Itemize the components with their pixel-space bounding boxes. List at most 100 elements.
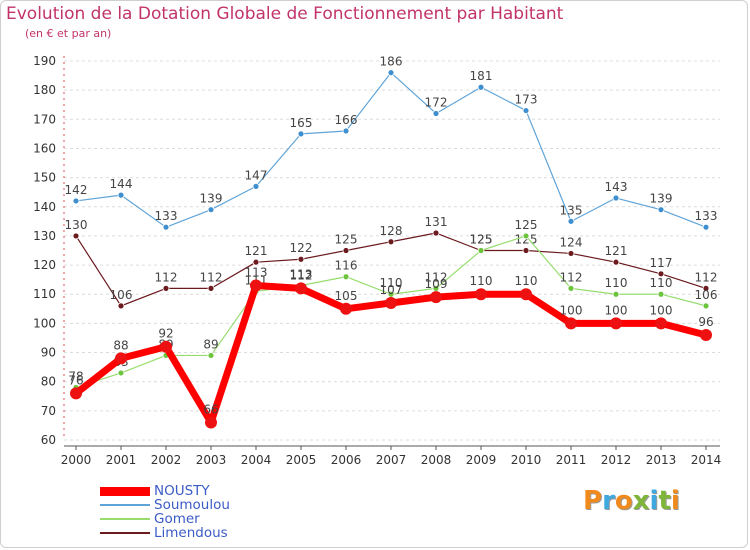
data-point-gomer [477, 247, 485, 254]
x-tick-label: 2011 [556, 453, 587, 467]
data-point-nousty [340, 302, 352, 315]
y-tick-label: 80 [41, 375, 56, 389]
x-tick-label: 2008 [421, 453, 452, 467]
data-point-soumoulou [297, 130, 305, 138]
data-point-gomer [522, 232, 530, 240]
y-tick-label: 120 [33, 258, 56, 272]
data-label-nousty: 66 [203, 403, 218, 417]
proxiti-logo: Proxiti [583, 486, 680, 516]
data-point-nousty [655, 317, 667, 330]
data-label-limendous: 117 [650, 256, 673, 270]
data-label-limendous: 128 [380, 224, 403, 238]
data-point-soumoulou [702, 223, 710, 231]
legend-swatch-soumoulou [100, 504, 150, 506]
data-point-limendous [162, 284, 170, 292]
data-label-nousty: 110 [515, 274, 538, 288]
data-point-soumoulou [432, 110, 440, 117]
data-point-soumoulou [117, 191, 125, 199]
chart-legend: NOUSTY Soumoulou Gomer Limendous [100, 484, 230, 540]
y-tick-label: 90 [41, 346, 56, 360]
data-label-soumoulou: 139 [200, 192, 223, 206]
data-point-gomer [117, 369, 125, 377]
legend-item-soumoulou: Soumoulou [100, 498, 230, 512]
legend-label-limendous: Limendous [154, 525, 228, 541]
data-point-gomer [567, 284, 575, 292]
data-label-soumoulou: 133 [695, 209, 718, 223]
y-tick-label: 60 [41, 433, 56, 447]
data-label-limendous: 112 [200, 270, 223, 284]
x-tick-label: 2007 [376, 453, 407, 467]
data-label-soumoulou: 143 [605, 180, 628, 194]
data-point-soumoulou [567, 217, 575, 225]
data-label-soumoulou: 135 [560, 203, 583, 217]
logo-letter: o [614, 486, 633, 516]
data-label-gomer: 110 [605, 276, 628, 290]
x-tick-label: 2000 [61, 453, 92, 467]
legend-swatch-nousty [100, 486, 150, 496]
data-point-limendous [657, 270, 665, 278]
legend-swatch-limendous [100, 532, 150, 534]
data-label-soumoulou: 144 [110, 177, 133, 191]
data-label-nousty: 100 [650, 303, 673, 317]
data-label-limendous: 122 [290, 241, 313, 255]
x-tick-label: 2001 [106, 453, 137, 467]
data-label-soumoulou: 172 [425, 95, 448, 109]
chart-subtitle: (en € et par an) [25, 27, 112, 40]
legend-label-nousty: NOUSTY [154, 483, 210, 499]
data-point-soumoulou [252, 182, 260, 190]
data-point-nousty [610, 317, 622, 330]
data-label-nousty: 109 [425, 277, 448, 291]
data-label-gomer: 113 [290, 267, 313, 281]
legend-item-nousty: NOUSTY [100, 484, 230, 498]
data-label-gomer: 112 [425, 270, 448, 284]
data-label-nousty: 105 [335, 289, 358, 303]
data-point-gomer [612, 290, 620, 298]
data-point-nousty [115, 352, 127, 365]
x-tick-label: 2002 [151, 453, 182, 467]
y-tick-label: 160 [33, 141, 56, 155]
data-point-soumoulou [207, 206, 215, 214]
data-point-nousty [565, 317, 577, 330]
y-tick-label: 130 [33, 229, 56, 243]
data-point-limendous [567, 250, 575, 257]
data-point-nousty [700, 329, 712, 342]
data-point-nousty [475, 288, 487, 301]
logo-letter: P [583, 486, 603, 516]
x-tick-label: 2009 [466, 453, 497, 467]
data-label-gomer: 110 [380, 276, 403, 290]
y-tick-label: 110 [33, 287, 56, 301]
y-tick-label: 100 [33, 316, 56, 330]
data-point-nousty [205, 416, 217, 429]
data-label-soumoulou: 165 [290, 116, 313, 130]
data-label-gomer: 106 [695, 288, 718, 302]
data-label-limendous: 125 [470, 233, 493, 247]
x-tick-label: 2014 [691, 453, 722, 467]
data-point-nousty [250, 279, 262, 292]
data-point-nousty [295, 282, 307, 295]
data-label-limendous: 125 [335, 233, 358, 247]
data-point-soumoulou [657, 206, 665, 214]
y-tick-label: 150 [33, 171, 56, 185]
data-label-nousty: 112 [290, 268, 313, 282]
data-label-gomer: 112 [560, 270, 583, 284]
data-point-soumoulou [612, 194, 620, 202]
y-tick-label: 140 [33, 200, 56, 214]
x-tick-label: 2005 [286, 453, 317, 467]
data-point-nousty [520, 288, 532, 301]
x-tick-label: 2012 [601, 453, 632, 467]
data-label-limendous: 121 [245, 244, 268, 258]
data-point-nousty [385, 296, 397, 309]
data-label-limendous: 112 [155, 270, 178, 284]
data-point-soumoulou [387, 69, 395, 77]
data-label-nousty: 113 [245, 265, 268, 279]
logo-letter: r [602, 486, 615, 516]
logo-letter: t [658, 486, 671, 516]
data-point-limendous [342, 247, 350, 254]
data-label-gomer: 78 [68, 370, 83, 384]
data-label-nousty: 92 [158, 327, 173, 341]
data-label-nousty: 100 [605, 303, 628, 317]
data-point-soumoulou [477, 83, 485, 91]
x-tick-label: 2003 [196, 453, 227, 467]
data-point-gomer [342, 273, 350, 281]
